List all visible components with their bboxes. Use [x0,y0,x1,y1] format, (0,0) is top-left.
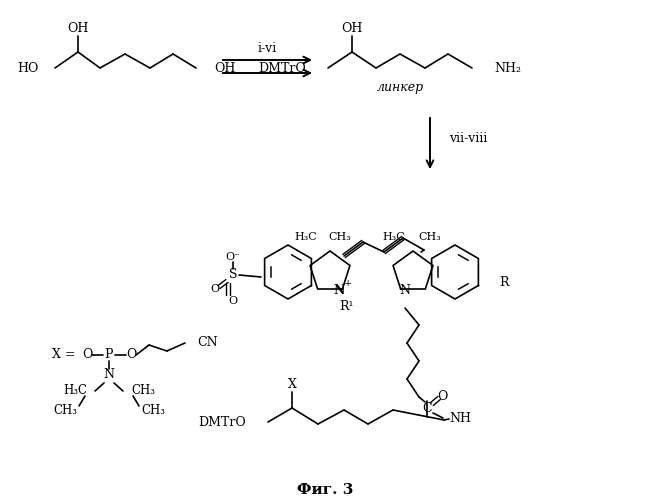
Text: NH₂: NH₂ [494,62,521,74]
Text: N: N [104,368,115,382]
Text: H₃C: H₃C [63,384,87,398]
Text: линкер: линкер [376,82,424,94]
Text: DMTrO: DMTrO [199,416,246,428]
Text: O⁻: O⁻ [225,252,240,262]
Text: CN: CN [197,336,217,349]
Text: OH: OH [214,62,236,74]
Text: O: O [229,296,238,306]
Text: CH₃: CH₃ [53,404,77,417]
Text: X =: X = [52,348,76,362]
Text: i-vi: i-vi [257,42,277,54]
Text: vii-viii: vii-viii [449,132,487,144]
Text: Фиг. 3: Фиг. 3 [297,483,353,497]
Text: CH₃: CH₃ [329,232,352,242]
Text: N: N [333,284,344,298]
Text: R¹: R¹ [340,300,354,312]
Text: CH₃: CH₃ [141,404,165,417]
Text: N: N [400,284,411,298]
Text: OH: OH [341,22,363,35]
Text: O: O [126,348,136,362]
Text: P: P [105,348,113,362]
Text: X: X [288,378,296,390]
Text: CH₃: CH₃ [419,232,441,242]
Text: DMTrO: DMTrO [258,62,306,74]
Text: CH₃: CH₃ [131,384,155,398]
Text: H₃C: H₃C [295,232,318,242]
Text: S: S [229,268,237,281]
Text: O: O [437,390,447,402]
Text: OH: OH [67,22,89,35]
Text: HO: HO [18,62,39,74]
Text: R: R [499,276,508,288]
Text: H₃C: H₃C [383,232,406,242]
Text: +: + [344,280,352,288]
Text: O: O [210,284,219,294]
Text: NH: NH [449,412,471,426]
Text: C: C [422,402,432,415]
Text: O: O [82,348,92,362]
